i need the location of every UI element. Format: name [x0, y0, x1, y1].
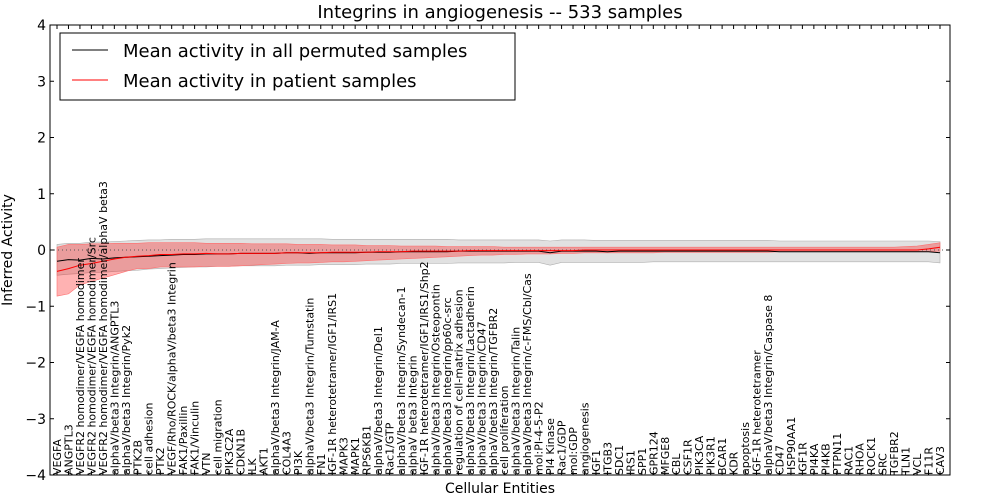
x-tick-label: MAPK3 [338, 437, 351, 475]
x-tick-label: BCAR1 [716, 438, 729, 475]
x-tick-label: VTN [200, 453, 213, 475]
y-tick-label: 1 [37, 187, 46, 203]
x-tick-label: CD47 [774, 445, 787, 475]
y-tick-label: 3 [37, 74, 46, 90]
x-tick-label: PI4 Kinase [544, 418, 557, 475]
x-tick-label: angiogenesis [579, 402, 592, 475]
patient-band [56, 242, 941, 297]
x-tick-label: RAC1 [842, 446, 855, 475]
x-tick-label: alphaV/beta3 Integrin/Syndecan-1 [395, 286, 408, 475]
x-tick-label: Rac1/GTP [384, 422, 397, 475]
x-tick-label: HSP90AA1 [785, 417, 798, 475]
x-tick-label: VEGFA [51, 439, 64, 475]
x-tick-label: IGF1 [590, 450, 603, 475]
x-tick-label: alphaV/beta3 Integrin/pp60c-src [441, 297, 454, 475]
x-tick-label: PI4KB [819, 443, 832, 475]
x-tick-label: CSF1R [682, 439, 695, 475]
x-tick-label: Rac1/GDP [556, 420, 569, 475]
x-tick-label: IRS1 [624, 450, 637, 475]
legend-label-patient: Mean activity in patient samples [123, 71, 417, 92]
x-tick-label: PIK3C2A [223, 428, 236, 475]
x-tick-label: apoptosis [739, 422, 752, 475]
x-tick-label: alphaV/beta3 Integrin/c-FMS/Cbl/Cas [521, 273, 534, 475]
x-tick-label: alphaV/beta3 Integrin/Del1 [372, 326, 385, 475]
x-tick-label: IGF-1R heterotetramer/IGF1/IRS1/Shp2 [418, 261, 431, 475]
x-tick-label: FAK1/Paxillin [177, 406, 190, 475]
x-tick-label: FN1 [315, 453, 328, 475]
y-axis-label: Inferred Activity [0, 194, 16, 306]
x-tick-label: cell adhesion [143, 403, 156, 475]
y-tick-label: −1 [25, 299, 46, 315]
x-tick-label: ITGB3 [601, 442, 614, 475]
x-tick-label: IGF-1R heterotetramer [751, 350, 764, 475]
x-tick-label: PTK2 [154, 447, 167, 475]
x-tick-label: alphaV beta3 Integrin [407, 355, 420, 475]
x-tick-label: F11R [923, 447, 936, 475]
x-tick-label: MFGE8 [659, 437, 672, 475]
permuted-band [56, 238, 941, 276]
x-tick-label: CAV3 [934, 446, 947, 475]
x-tick-label: IGF1R [796, 442, 809, 475]
y-tick-label: −3 [25, 412, 46, 428]
x-tick-label: ROCK1 [865, 437, 878, 475]
x-tick-label: alphaV/beta3 Integrin/JAM-A [269, 320, 282, 475]
x-tick-label: SPP1 [636, 448, 649, 475]
x-tick-label: alphaV/beta3 Integrin/ANGPTL3 [108, 301, 121, 475]
x-tick-label: VEGFR2 homodimer/VEGFA homodimer/Src [85, 237, 98, 475]
x-tick-label: COL4A3 [280, 431, 293, 475]
x-tick-label: RHOA [854, 443, 867, 475]
legend-box [59, 32, 516, 101]
x-tick-label: MAPK1 [349, 437, 362, 475]
x-tick-label: alphaV/beta3 Integrin/Lactadherin [464, 286, 477, 475]
x-tick-label: IGF-1R heterotetramer/IGF1/IRS1 [326, 293, 339, 475]
y-tick-label: −4 [25, 468, 46, 484]
y-tick-label: −2 [25, 356, 46, 372]
legend-label-permuted: Mean activity in all permuted samples [123, 41, 467, 62]
x-tick-label: SDC1 [613, 445, 626, 475]
x-tick-label: FAK1/Vinculin [189, 401, 202, 475]
x-tick-label: CBL [670, 453, 683, 475]
x-tick-label: CDKN1B [235, 429, 248, 475]
x-tick-label: PTK2B [131, 440, 144, 475]
chart-title: Integrins in angiogenesis -- 533 samples [317, 2, 682, 23]
x-tick-label: PIK3CA [693, 435, 706, 475]
x-tick-label: PTPN11 [831, 433, 844, 475]
x-tick-label: alphaV/beta3 Integrin/Talin [510, 327, 523, 475]
series-line-patient [56, 246, 941, 272]
x-tick-label: alphaV/beta3 Integrin/Tumstatin [303, 298, 316, 475]
x-tick-label: alphaV/beta3 Integrin/Pyk2 [120, 325, 133, 475]
x-tick-label: VEGFR2 homodimer/VEGFA homodimer/alphaV … [97, 181, 110, 475]
y-tick-label: 4 [37, 18, 46, 34]
x-tick-label: PI3K [292, 450, 305, 475]
x-tick-label: SRC [877, 453, 890, 475]
x-tick-label: GPR124 [647, 431, 660, 475]
x-tick-label: TLN1 [900, 447, 913, 476]
x-tick-label: ANGPTL3 [63, 424, 76, 475]
x-tick-label: alphaV/beta3 Integrin/Caspase 8 [762, 295, 775, 475]
x-tick-label: TGFBR2 [888, 431, 901, 476]
x-tick-label: alphaV/beta3 Integrin/TGFBR2 [487, 308, 500, 475]
x-tick-label: cell proliferation [498, 385, 511, 475]
x-tick-label: mol:PI-4-5-P2 [533, 401, 546, 475]
x-tick-label: mol:GDP [567, 427, 580, 475]
x-tick-label: ILK [246, 458, 259, 475]
x-tick-label: RPS6KB1 [361, 425, 374, 475]
x-axis-label: Cellular Entities [445, 481, 555, 497]
x-tick-label: alphaV/beta3 Integrin/CD47 [475, 321, 488, 475]
y-tick-label: 0 [37, 243, 46, 259]
x-tick-label: AKT1 [257, 447, 270, 475]
x-tick-label: cell migration [212, 399, 225, 475]
x-tick-label: VEGF/Rho/ROCK/alphaV/beta3 Integrin [166, 262, 179, 475]
x-tick-label: PI4KA [808, 443, 821, 475]
x-tick-label: VEGFR2 homodimer/VEGFA homodimer [74, 258, 87, 475]
x-tick-label: PIK3R1 [705, 436, 718, 475]
y-tick-label: 2 [37, 131, 46, 147]
x-tick-label: regulation of cell-matrix adhesion [452, 289, 465, 475]
x-tick-label: KDR [728, 451, 741, 475]
x-tick-label: VCL [911, 453, 924, 475]
x-tick-label: alphaV/beta3 Integrin/Osteopontin [429, 284, 442, 475]
